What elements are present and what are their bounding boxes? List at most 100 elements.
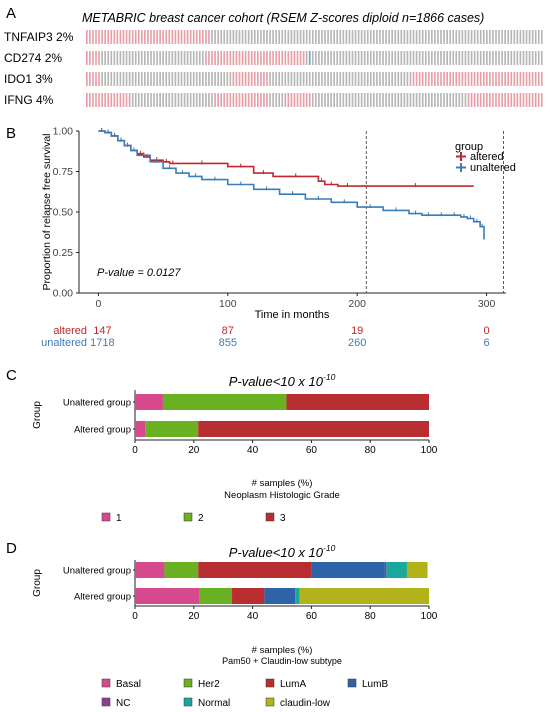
bar-segment-luma (232, 588, 265, 604)
bar-segment-2 (162, 394, 287, 410)
grade-chart-title: P-value<10 x 10-10 (229, 372, 336, 389)
bar-x-tick-label: 20 (188, 445, 200, 456)
km-x-tick-label: 300 (478, 298, 496, 310)
bar-segment-basal (135, 562, 165, 578)
risk-value: 87 (222, 325, 234, 337)
legend-label: Basal (116, 679, 141, 690)
track-label-tnfaip3: TNFAIP3 2% (4, 30, 74, 44)
risk-value: 855 (219, 337, 237, 349)
legend-swatch (183, 678, 193, 688)
bar-x-tick-label: 100 (421, 611, 438, 622)
panel-b: B Proportion of relapse free survival 0.… (6, 125, 516, 349)
km-p-value: P-value = 0.0127 (97, 267, 181, 279)
bar-x-tick-label: 60 (306, 445, 318, 456)
subtype-x-axis-label: # samples (%) (252, 645, 313, 656)
bar-segment-1 (135, 421, 146, 437)
panel-b-letter: B (6, 125, 16, 142)
track-label-ido1: IDO1 3% (4, 72, 53, 86)
bar-x-tick-label: 0 (132, 445, 138, 456)
legend-swatch (101, 697, 111, 707)
km-y-tick-label: 0.25 (53, 247, 74, 259)
legend-label: NC (116, 698, 130, 709)
track-label-ifng: IFNG 4% (4, 93, 54, 107)
risk-row-label-altered: altered (53, 325, 87, 337)
km-legend-label: altered (470, 151, 504, 163)
panel-d: D P-value<10 x 10-10 Group 0 20 40 60 80 100 U… (6, 540, 438, 709)
legend-item-claudin-low: claudin-low (265, 697, 331, 709)
bar-category-label: Unaltered group (63, 398, 131, 409)
bar-segment-lumb (311, 562, 385, 578)
legend-label: Her2 (198, 679, 220, 690)
subtype-legend: Basal Her2 LumA LumB NC Normal claudin-low (101, 678, 388, 709)
legend-item-lumb: LumB (347, 678, 388, 690)
bar-category-label: Unaltered group (63, 566, 131, 577)
km-x-axis-label: Time in months (255, 309, 330, 321)
grade-legend: 1 2 3 (101, 512, 286, 524)
bar-segment-normal (386, 562, 407, 578)
risk-value: 147 (93, 325, 111, 337)
km-legend-title: group (455, 141, 483, 153)
km-curve-altered (98, 130, 474, 187)
bar-segment-her2 (164, 562, 199, 578)
legend-swatch (265, 697, 275, 707)
panel-a-letter: A (6, 5, 16, 22)
legend-item-normal: Normal (183, 697, 230, 709)
km-legend-item-unaltered: unaltered (456, 162, 516, 174)
grade-y-axis-label: Group (32, 401, 43, 429)
bar-segment-1 (135, 394, 163, 410)
km-legend-label: unaltered (470, 162, 516, 174)
bar-x-tick-label: 60 (306, 611, 318, 622)
legend-item-basal: Basal (101, 678, 141, 690)
subtype-title-main: P-value<10 x 10 (229, 545, 324, 560)
legend-swatch (265, 512, 275, 522)
legend-item-luma: LumA (265, 678, 306, 690)
legend-swatch (183, 697, 193, 707)
legend-item-2: 2 (183, 512, 204, 524)
km-axes: 0.00 0.25 0.50 0.75 1.00 0 100 200 300 (53, 126, 506, 310)
bar-category-label: Altered group (74, 592, 131, 603)
subtype-chart-title: P-value<10 x 10-10 (229, 543, 336, 560)
bar-segment-2 (145, 421, 199, 437)
km-curve-unaltered (98, 130, 485, 240)
km-x-tick-label: 0 (95, 298, 101, 310)
legend-label: LumB (362, 679, 388, 690)
bar-segment-luma (198, 562, 312, 578)
bar-category-label: Altered group (74, 425, 131, 436)
legend-label: 3 (280, 513, 286, 524)
legend-label: LumA (280, 679, 306, 690)
risk-value: 19 (351, 325, 363, 337)
panel-d-letter: D (6, 540, 17, 557)
bar-segment-claudin-low (406, 562, 428, 578)
panel-a: A METABRIC breast cancer cohort (RSEM Z-… (4, 5, 543, 107)
bar-x-tick-label: 40 (247, 611, 259, 622)
risk-value: 1718 (90, 337, 114, 349)
km-y-tick-label: 0.00 (53, 288, 74, 300)
km-y-tick-label: 0.50 (53, 207, 74, 219)
oncoprint-tracks: TNFAIP3 2% CD274 2% IDO1 3% IFNG 4% (4, 30, 543, 107)
subtype-title-sup: -10 (323, 543, 336, 553)
legend-item-1: 1 (101, 512, 122, 524)
km-censor-marks-unaltered (101, 128, 483, 228)
legend-swatch (101, 512, 111, 522)
legend-swatch (183, 512, 193, 522)
track-label-cd274: CD274 2% (4, 51, 62, 65)
panel-a-title: METABRIC breast cancer cohort (RSEM Z-sc… (82, 11, 484, 25)
bar-x-tick-label: 80 (365, 611, 377, 622)
legend-item-her2: Her2 (183, 678, 220, 690)
grade-title-sup: -10 (323, 372, 336, 382)
bar-segment-lumb (264, 588, 296, 604)
legend-label: 2 (198, 513, 204, 524)
track-tnfaip3 (86, 30, 543, 44)
bar-x-tick-label: 0 (132, 611, 138, 622)
legend-swatch (265, 678, 275, 688)
legend-item-nc: NC (101, 697, 130, 709)
track-ifng (86, 93, 543, 107)
subtype-y-axis-label: Group (32, 569, 43, 597)
bar-segment-3 (198, 421, 429, 437)
legend-swatch (101, 678, 111, 688)
bar-x-tick-label: 100 (421, 445, 438, 456)
risk-row-label-unaltered: unaltered (41, 337, 87, 349)
km-y-tick-label: 1.00 (53, 126, 74, 138)
